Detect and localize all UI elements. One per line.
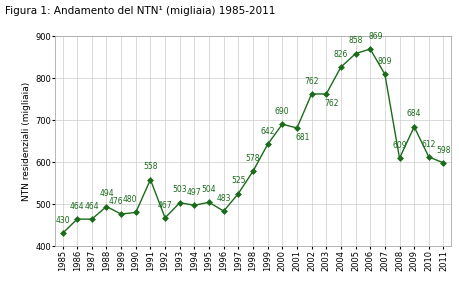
Text: 464: 464 — [70, 202, 84, 211]
Text: 762: 762 — [324, 99, 338, 108]
Text: 690: 690 — [274, 107, 289, 116]
Text: 497: 497 — [187, 188, 201, 197]
Text: 826: 826 — [333, 50, 347, 59]
Text: 558: 558 — [143, 162, 157, 171]
Text: 609: 609 — [392, 141, 406, 150]
Text: 612: 612 — [421, 140, 435, 148]
Text: 480: 480 — [123, 195, 137, 204]
Text: 525: 525 — [230, 176, 245, 185]
Text: 598: 598 — [435, 146, 450, 154]
Text: 809: 809 — [377, 57, 391, 66]
Text: 578: 578 — [245, 154, 260, 163]
Text: 464: 464 — [84, 202, 99, 211]
Text: Figura 1: Andamento del NTN¹ (migliaia) 1985-2011: Figura 1: Andamento del NTN¹ (migliaia) … — [5, 6, 274, 16]
Text: 642: 642 — [260, 127, 274, 136]
Text: 476: 476 — [108, 197, 123, 206]
Text: 503: 503 — [172, 185, 187, 194]
Text: 681: 681 — [295, 133, 309, 142]
Text: 504: 504 — [202, 185, 216, 194]
Text: 858: 858 — [347, 36, 362, 45]
Text: 869: 869 — [368, 32, 382, 41]
Text: 684: 684 — [406, 110, 420, 118]
Text: 483: 483 — [216, 194, 230, 203]
Text: 467: 467 — [157, 200, 172, 209]
Y-axis label: NTN residenziali (migliaia): NTN residenziali (migliaia) — [22, 81, 31, 201]
Text: 494: 494 — [99, 189, 113, 198]
Text: 430: 430 — [55, 216, 70, 225]
Text: 762: 762 — [304, 76, 318, 85]
